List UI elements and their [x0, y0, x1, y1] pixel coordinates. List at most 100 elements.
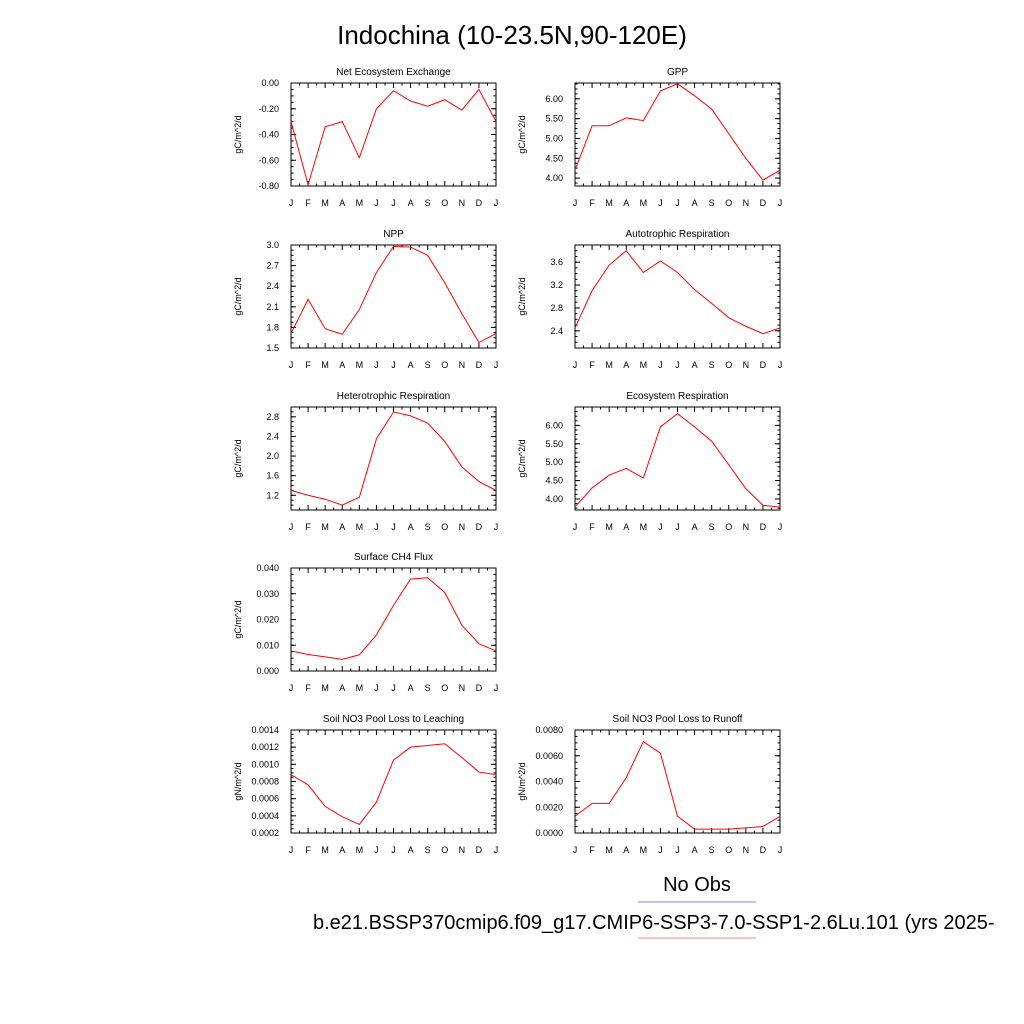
- x-tick-label: M: [356, 360, 364, 370]
- x-tick-label: M: [321, 683, 329, 693]
- x-tick-label: A: [692, 198, 698, 208]
- x-tick-label: N: [743, 360, 750, 370]
- x-tick-label: F: [589, 845, 595, 855]
- x-tick-label: F: [305, 198, 311, 208]
- x-tick-label: N: [459, 360, 466, 370]
- x-tick-label: N: [743, 198, 750, 208]
- y-tick-label: 0.00: [261, 78, 279, 88]
- x-tick-label: J: [494, 522, 499, 532]
- x-tick-label: O: [441, 360, 448, 370]
- x-tick-label: J: [778, 198, 783, 208]
- x-tick-label: O: [725, 360, 732, 370]
- series-line: [290, 577, 497, 660]
- x-tick-label: N: [459, 683, 466, 693]
- series-line: [574, 740, 781, 830]
- x-tick-label: J: [494, 683, 499, 693]
- x-tick-label: J: [289, 683, 294, 693]
- y-tick-label: 1.5: [266, 343, 279, 353]
- series-line: [574, 250, 781, 335]
- x-tick-label: F: [305, 360, 311, 370]
- x-tick-label: A: [339, 360, 345, 370]
- x-tick-label: M: [640, 360, 648, 370]
- y-tick-label: 1.2: [266, 490, 279, 500]
- panel-frame: [290, 82, 497, 187]
- panel-frame: [290, 244, 497, 349]
- y-axis-label: gC/m^2/d: [517, 277, 527, 315]
- x-tick-label: D: [760, 845, 767, 855]
- x-tick-label: J: [573, 198, 578, 208]
- y-tick-label: 2.8: [550, 303, 563, 313]
- x-tick-label: O: [441, 522, 448, 532]
- x-tick-label: A: [408, 845, 414, 855]
- x-tick-label: D: [476, 845, 483, 855]
- x-tick-label: F: [305, 522, 311, 532]
- x-tick-label: J: [778, 845, 783, 855]
- y-tick-label: 2.1: [266, 302, 279, 312]
- y-tick-label: 1.8: [266, 322, 279, 332]
- x-tick-label: J: [573, 522, 578, 532]
- x-tick-label: J: [494, 198, 499, 208]
- x-tick-label: N: [459, 845, 466, 855]
- y-tick-label: 0.0060: [535, 751, 563, 761]
- x-tick-label: M: [640, 198, 648, 208]
- x-tick-label: J: [494, 360, 499, 370]
- x-tick-label: S: [425, 845, 431, 855]
- x-tick-label: F: [589, 360, 595, 370]
- panel-title: Ecosystem Respiration: [626, 391, 728, 402]
- y-tick-label: 3.0: [266, 240, 279, 250]
- x-tick-label: F: [305, 845, 311, 855]
- x-tick-label: J: [675, 198, 680, 208]
- y-tick-label: 2.7: [266, 261, 279, 271]
- y-axis-label: gC/m^2/d: [233, 115, 243, 153]
- x-tick-label: A: [623, 522, 629, 532]
- y-tick-label: -0.40: [258, 130, 279, 140]
- x-tick-label: A: [408, 360, 414, 370]
- x-tick-label: S: [425, 198, 431, 208]
- x-tick-label: S: [709, 845, 715, 855]
- x-tick-label: J: [391, 683, 396, 693]
- panel-title: Soil NO3 Pool Loss to Runoff: [613, 714, 743, 725]
- panel-title: Autotrophic Respiration: [626, 229, 730, 240]
- x-tick-label: J: [391, 198, 396, 208]
- panel-frame: [290, 567, 497, 672]
- panel-title: Heterotrophic Respiration: [337, 391, 450, 402]
- series-line: [574, 412, 781, 508]
- x-tick-label: J: [391, 522, 396, 532]
- y-axis-label: gN/m^2/d: [233, 762, 243, 800]
- x-tick-label: F: [305, 683, 311, 693]
- x-tick-label: J: [675, 360, 680, 370]
- x-tick-label: S: [425, 522, 431, 532]
- x-tick-label: M: [640, 845, 648, 855]
- x-tick-label: O: [725, 845, 732, 855]
- y-tick-label: 1.6: [266, 471, 279, 481]
- x-tick-label: F: [589, 522, 595, 532]
- x-tick-label: S: [709, 198, 715, 208]
- x-tick-label: J: [778, 360, 783, 370]
- x-tick-label: J: [374, 683, 379, 693]
- x-tick-label: D: [476, 360, 483, 370]
- x-tick-label: M: [356, 845, 364, 855]
- x-tick-label: A: [408, 683, 414, 693]
- y-axis-label: gC/m^2/d: [233, 600, 243, 638]
- x-tick-label: A: [408, 522, 414, 532]
- x-tick-label: J: [573, 845, 578, 855]
- panel-frame: [290, 406, 497, 511]
- x-tick-label: M: [356, 683, 364, 693]
- x-tick-label: D: [476, 522, 483, 532]
- series-line: [290, 245, 497, 344]
- panel-frame: [290, 729, 497, 834]
- x-tick-label: M: [356, 198, 364, 208]
- x-tick-label: J: [374, 845, 379, 855]
- x-tick-label: A: [339, 845, 345, 855]
- y-axis-label: gC/m^2/d: [233, 277, 243, 315]
- x-tick-label: N: [459, 522, 466, 532]
- x-tick-label: A: [339, 683, 345, 693]
- x-tick-label: O: [725, 198, 732, 208]
- x-tick-label: J: [658, 522, 663, 532]
- x-tick-label: O: [441, 845, 448, 855]
- y-tick-label: -0.80: [258, 181, 279, 191]
